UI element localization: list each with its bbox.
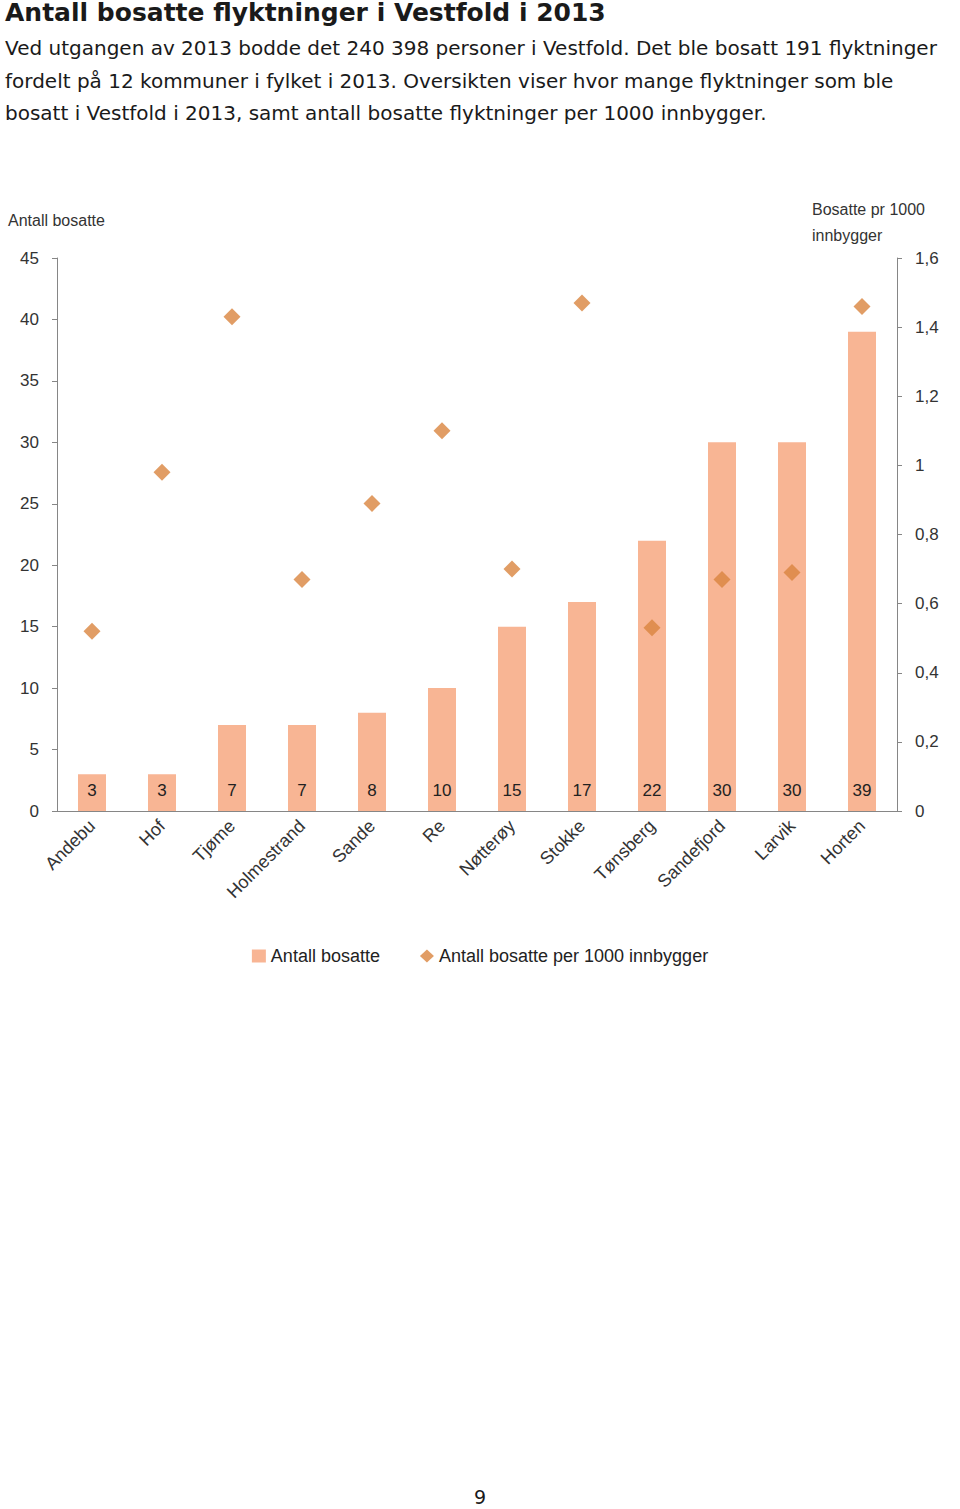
svg-text:15: 15 bbox=[20, 617, 39, 636]
svg-text:Stokke: Stokke bbox=[536, 816, 589, 869]
svg-text:Sande: Sande bbox=[328, 816, 379, 867]
svg-text:30: 30 bbox=[20, 433, 39, 452]
svg-text:0: 0 bbox=[30, 802, 39, 821]
svg-text:45: 45 bbox=[20, 249, 39, 268]
svg-text:22: 22 bbox=[643, 781, 662, 800]
svg-text:0,2: 0,2 bbox=[915, 732, 939, 751]
html-text:Ved utgangen av 2013 bodde det: Ved utgangen av 2013 bodde det 240 398 p… bbox=[5, 36, 937, 125]
html-text:9: 9 bbox=[474, 1486, 486, 1508]
svg-text:Andebu: Andebu bbox=[41, 816, 99, 874]
svg-text:39: 39 bbox=[853, 781, 872, 800]
svg-text:1,6: 1,6 bbox=[915, 249, 939, 268]
svg-text:Antall bosatte: Antall bosatte bbox=[8, 212, 105, 229]
svg-text:Sandefjord: Sandefjord bbox=[653, 816, 729, 892]
svg-text:Bosatte pr 1000: Bosatte pr 1000 bbox=[812, 201, 929, 218]
svg-text:17: 17 bbox=[573, 781, 592, 800]
svg-text:Tønsberg: Tønsberg bbox=[591, 816, 660, 885]
svg-text:7: 7 bbox=[227, 781, 236, 800]
svg-text:0: 0 bbox=[915, 802, 924, 821]
svg-text:Nøtterøy: Nøtterøy bbox=[455, 816, 519, 880]
svg-text:3: 3 bbox=[87, 781, 96, 800]
svg-text:1,4: 1,4 bbox=[915, 318, 939, 337]
svg-text:Tjøme: Tjøme bbox=[189, 816, 239, 866]
svg-text:Antall bosatte per 1000 innbyg: Antall bosatte per 1000 innbygger bbox=[439, 946, 708, 966]
svg-text:Horten: Horten bbox=[817, 816, 869, 868]
svg-text:15: 15 bbox=[503, 781, 522, 800]
svg-text:Re: Re bbox=[419, 816, 449, 846]
svg-text:7: 7 bbox=[297, 781, 306, 800]
svg-text:Hof: Hof bbox=[135, 815, 170, 850]
svg-text:8: 8 bbox=[367, 781, 376, 800]
svg-text:Holmestrand: Holmestrand bbox=[223, 816, 309, 902]
svg-text:25: 25 bbox=[20, 494, 39, 513]
svg-text:10: 10 bbox=[20, 679, 39, 698]
svg-text:Antall bosatte: Antall bosatte bbox=[271, 946, 380, 966]
svg-text:Larvik: Larvik bbox=[751, 815, 800, 864]
svg-text:0,6: 0,6 bbox=[915, 594, 939, 613]
svg-text:40: 40 bbox=[20, 310, 39, 329]
svg-text:0,4: 0,4 bbox=[915, 663, 939, 682]
svg-text:10: 10 bbox=[433, 781, 452, 800]
svg-text:35: 35 bbox=[20, 371, 39, 390]
svg-text:innbygger: innbygger bbox=[812, 227, 883, 244]
svg-text:5: 5 bbox=[30, 740, 39, 759]
svg-text:20: 20 bbox=[20, 556, 39, 575]
svg-text:1: 1 bbox=[915, 456, 924, 475]
svg-text:3: 3 bbox=[157, 781, 166, 800]
svg-text:1,2: 1,2 bbox=[915, 387, 939, 406]
svg-text:30: 30 bbox=[783, 781, 802, 800]
svg-text:0,8: 0,8 bbox=[915, 525, 939, 544]
svg-text:30: 30 bbox=[713, 781, 732, 800]
